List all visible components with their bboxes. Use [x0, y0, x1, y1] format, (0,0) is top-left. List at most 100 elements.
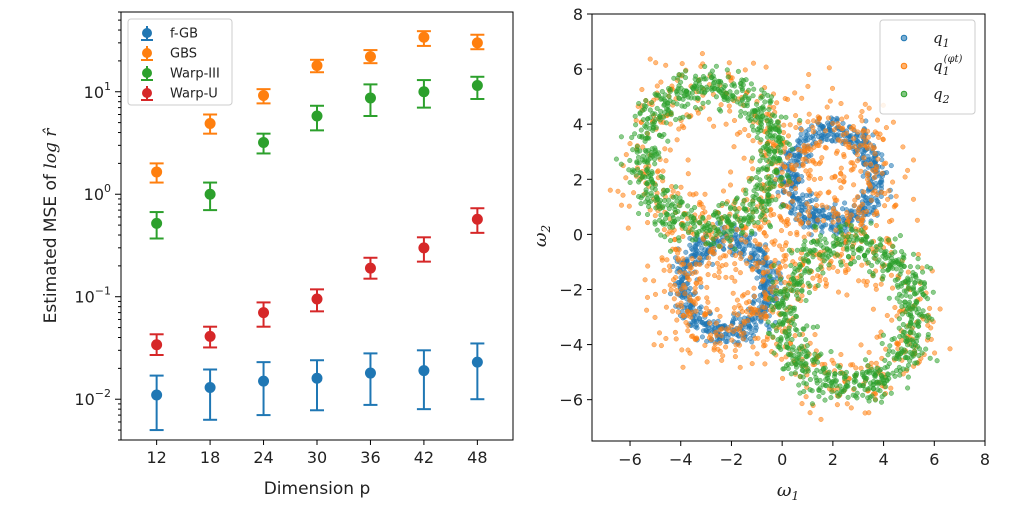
- scatter-point: [839, 116, 845, 122]
- scatter-point: [680, 312, 686, 318]
- scatter-point: [786, 141, 792, 147]
- legend-entry: f-GB: [141, 26, 198, 42]
- scatter-point: [672, 329, 678, 335]
- scatter-point: [749, 267, 755, 273]
- scatter-point: [813, 356, 819, 362]
- scatter-point: [679, 61, 685, 67]
- scatter-point: [866, 349, 872, 355]
- scatter-point: [843, 221, 849, 228]
- scatter-point: [795, 279, 801, 285]
- scatter-point: [844, 114, 850, 120]
- scatter-point: [632, 113, 638, 119]
- scatter-point: [878, 242, 884, 248]
- scatter-point: [837, 364, 843, 371]
- scatter-point: [910, 284, 916, 290]
- scatter-point: [805, 353, 811, 359]
- scatter-point: [834, 402, 840, 408]
- scatter-point: [676, 126, 682, 132]
- scatter-point: [720, 353, 726, 359]
- scatter-point: [789, 146, 795, 152]
- scatter-point: [693, 191, 699, 197]
- scatter-point: [683, 319, 689, 326]
- scatter-point: [879, 261, 886, 267]
- scatter-point: [873, 222, 879, 229]
- scatter-point: [816, 252, 822, 258]
- scatter-point: [925, 322, 931, 328]
- scatter-point: [804, 201, 810, 207]
- left-x-tick-label: 42: [414, 448, 434, 467]
- scatter-point: [666, 197, 672, 203]
- scatter-point: [879, 170, 885, 176]
- scatter-point: [652, 111, 658, 117]
- scatter-point: [689, 90, 695, 96]
- scatter-point: [856, 278, 862, 284]
- right-y-tick-label: 0: [573, 225, 583, 244]
- scatter-point: [806, 270, 812, 276]
- scatter-point: [746, 133, 752, 139]
- scatter-point: [906, 302, 912, 308]
- scatter-point: [791, 307, 797, 313]
- scatter-point: [850, 166, 856, 172]
- scatter-point: [658, 343, 664, 349]
- left-y-tick-label: 10−2: [74, 387, 111, 409]
- scatter-point: [704, 284, 710, 290]
- scatter-point: [820, 218, 827, 224]
- scatter-point: [882, 190, 888, 197]
- scatter-point: [803, 348, 809, 354]
- scatter-point: [775, 270, 781, 276]
- legend-entry: Warp-III: [141, 66, 220, 82]
- scatter-point: [779, 375, 786, 381]
- scatter-point: [831, 250, 837, 256]
- scatter-point: [661, 267, 667, 273]
- scatter-point: [734, 227, 740, 233]
- scatter-point: [710, 236, 716, 242]
- scatter-point: [920, 308, 926, 314]
- left-x-tick-label: 18: [200, 448, 220, 467]
- scatter-point: [785, 282, 791, 288]
- scatter-point: [867, 394, 873, 400]
- scatter-point: [871, 255, 877, 261]
- scatter-point: [696, 220, 702, 226]
- scatter-point: [741, 318, 747, 324]
- scatter-point: [845, 254, 852, 260]
- scatter-point: [855, 129, 861, 135]
- scatter-point: [776, 134, 782, 140]
- scatter-point: [663, 120, 669, 126]
- scatter-point: [780, 366, 786, 372]
- scatter-point: [915, 264, 921, 270]
- scatter-point: [693, 280, 699, 286]
- scatter-point: [841, 179, 847, 185]
- right-y-axis-label: ω2: [530, 225, 553, 247]
- scatter-point: [652, 186, 658, 192]
- scatter-point: [781, 122, 787, 128]
- left-x-ticks: 12 18 24 30 36 42 48: [146, 440, 488, 467]
- scatter-point: [890, 119, 896, 125]
- scatter-point: [890, 243, 896, 250]
- scatter-point: [806, 111, 812, 117]
- scatter-point: [713, 94, 719, 100]
- scatter-point: [853, 365, 859, 371]
- scatter-point: [718, 333, 724, 339]
- scatter-point: [642, 277, 648, 283]
- scatter-point: [739, 309, 745, 315]
- left-y-tick-label: 10−1: [74, 285, 111, 307]
- scatter-point: [704, 87, 710, 93]
- scatter-point: [816, 393, 822, 400]
- scatter-point: [754, 134, 760, 141]
- scatter-point: [855, 207, 861, 213]
- scatter-point: [712, 273, 718, 279]
- data-point: [204, 118, 216, 130]
- scatter-point: [831, 243, 837, 249]
- scatter-point: [830, 120, 836, 126]
- scatter-point: [671, 75, 677, 81]
- scatter-point: [723, 339, 729, 345]
- scatter-point: [804, 265, 810, 272]
- scatter-point: [799, 288, 805, 294]
- scatter-point: [835, 211, 841, 217]
- scatter-point: [667, 224, 673, 230]
- scatter-point: [927, 305, 933, 311]
- scatter-point: [613, 156, 619, 162]
- scatter-point: [689, 85, 695, 91]
